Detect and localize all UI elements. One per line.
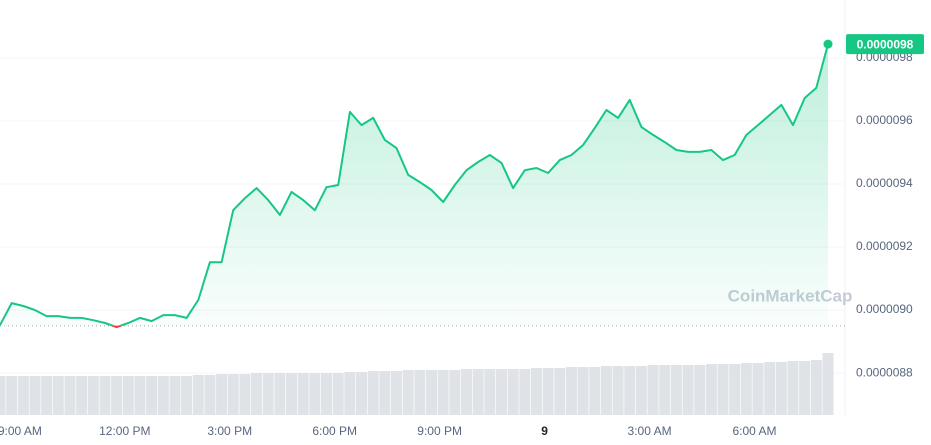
- x-tick-label: 9:00 PM: [417, 424, 462, 438]
- x-tick-label: 6:00 PM: [312, 424, 357, 438]
- volume-bar: [111, 376, 123, 415]
- volume-bar: [41, 376, 53, 415]
- volume-bar: [624, 366, 636, 415]
- volume-bar: [239, 374, 251, 415]
- volume-bar: [146, 376, 158, 415]
- volume-bar: [204, 375, 216, 415]
- volume-bar: [554, 368, 566, 415]
- y-tick-label: 0.0000094: [856, 176, 913, 190]
- volume-bar: [274, 373, 286, 415]
- volume-bar: [635, 366, 647, 415]
- x-tick-label: 6:00 AM: [733, 424, 777, 438]
- volume-bar: [64, 376, 76, 415]
- volume-bar: [99, 376, 111, 415]
- volume-bar: [181, 376, 193, 415]
- volume-bar: [286, 373, 298, 415]
- x-tick-label: 3:00 AM: [628, 424, 672, 438]
- y-tick-label: 0.0000088: [856, 365, 913, 379]
- volume-bar: [799, 361, 811, 415]
- volume-bar: [87, 376, 99, 415]
- x-tick-label: 12:00 PM: [99, 424, 150, 438]
- x-tick-label: 9: [541, 424, 548, 438]
- volume-bar: [122, 376, 134, 415]
- volume-bar: [227, 374, 239, 415]
- volume-bar: [344, 372, 356, 415]
- volume-bar: [460, 369, 472, 415]
- volume-bar: [694, 365, 706, 415]
- volume-bar: [705, 364, 717, 415]
- y-tick-label: 0.0000096: [856, 113, 913, 127]
- volume-bar: [577, 367, 589, 415]
- y-tick-label: 0.0000092: [856, 239, 913, 253]
- volume-bar: [437, 370, 449, 415]
- volume-bar: [752, 363, 764, 415]
- volume-bar: [542, 368, 554, 415]
- volume-bar: [309, 373, 321, 415]
- volume-bar: [297, 373, 309, 415]
- volume-bar: [449, 370, 461, 415]
- volume-bar: [379, 371, 391, 415]
- volume-bar: [472, 369, 484, 415]
- volume-bar: [565, 367, 577, 415]
- volume-bar: [740, 363, 752, 415]
- volume-bar: [29, 376, 41, 415]
- y-tick-label: 0.0000090: [856, 302, 913, 316]
- volume-bar: [216, 374, 228, 415]
- volume-bar: [52, 376, 64, 415]
- volume-bar: [251, 373, 263, 415]
- volume-bar: [822, 353, 834, 415]
- volume-bar: [367, 371, 379, 415]
- volume-bar: [192, 375, 204, 415]
- volume-bar: [530, 368, 542, 415]
- volume-bar: [402, 370, 414, 415]
- volume-bar: [682, 365, 694, 415]
- volume-bar: [589, 367, 601, 415]
- volume-bar: [612, 366, 624, 415]
- volume-bar: [729, 364, 741, 415]
- volume-bar: [670, 365, 682, 415]
- volume-bar: [391, 371, 403, 415]
- volume-bar: [507, 369, 519, 415]
- volume-bar: [332, 373, 344, 415]
- volume-bar: [717, 364, 729, 415]
- volume-bar: [169, 376, 181, 415]
- volume-bars: [0, 353, 834, 415]
- volume-bar: [321, 373, 333, 415]
- volume-bar: [134, 376, 146, 415]
- last-price-dot: [823, 39, 833, 49]
- x-tick-label: 3:00 PM: [207, 424, 252, 438]
- volume-bar: [775, 362, 787, 415]
- volume-bar: [484, 369, 496, 415]
- volume-bar: [76, 376, 88, 415]
- volume-bar: [647, 365, 659, 415]
- volume-bar: [0, 376, 6, 415]
- volume-bar: [600, 366, 612, 415]
- price-line: [0, 43, 829, 326]
- volume-bar: [6, 376, 18, 415]
- volume-bar: [157, 376, 169, 415]
- volume-bar: [659, 365, 671, 415]
- volume-bar: [764, 362, 776, 415]
- volume-bar: [356, 372, 368, 415]
- area: [0, 44, 828, 328]
- volume-bar: [414, 370, 426, 415]
- volume-bar: [495, 369, 507, 415]
- volume-bar: [425, 370, 437, 415]
- price-label-box: [846, 34, 924, 55]
- x-tick-label: 9:00 AM: [0, 424, 42, 438]
- volume-bar: [17, 376, 29, 415]
- volume-bar: [262, 373, 274, 415]
- volume-bar: [787, 361, 799, 415]
- volume-bar: [810, 360, 822, 415]
- price-label: 0.0000098: [857, 37, 914, 51]
- volume-bar: [519, 369, 531, 415]
